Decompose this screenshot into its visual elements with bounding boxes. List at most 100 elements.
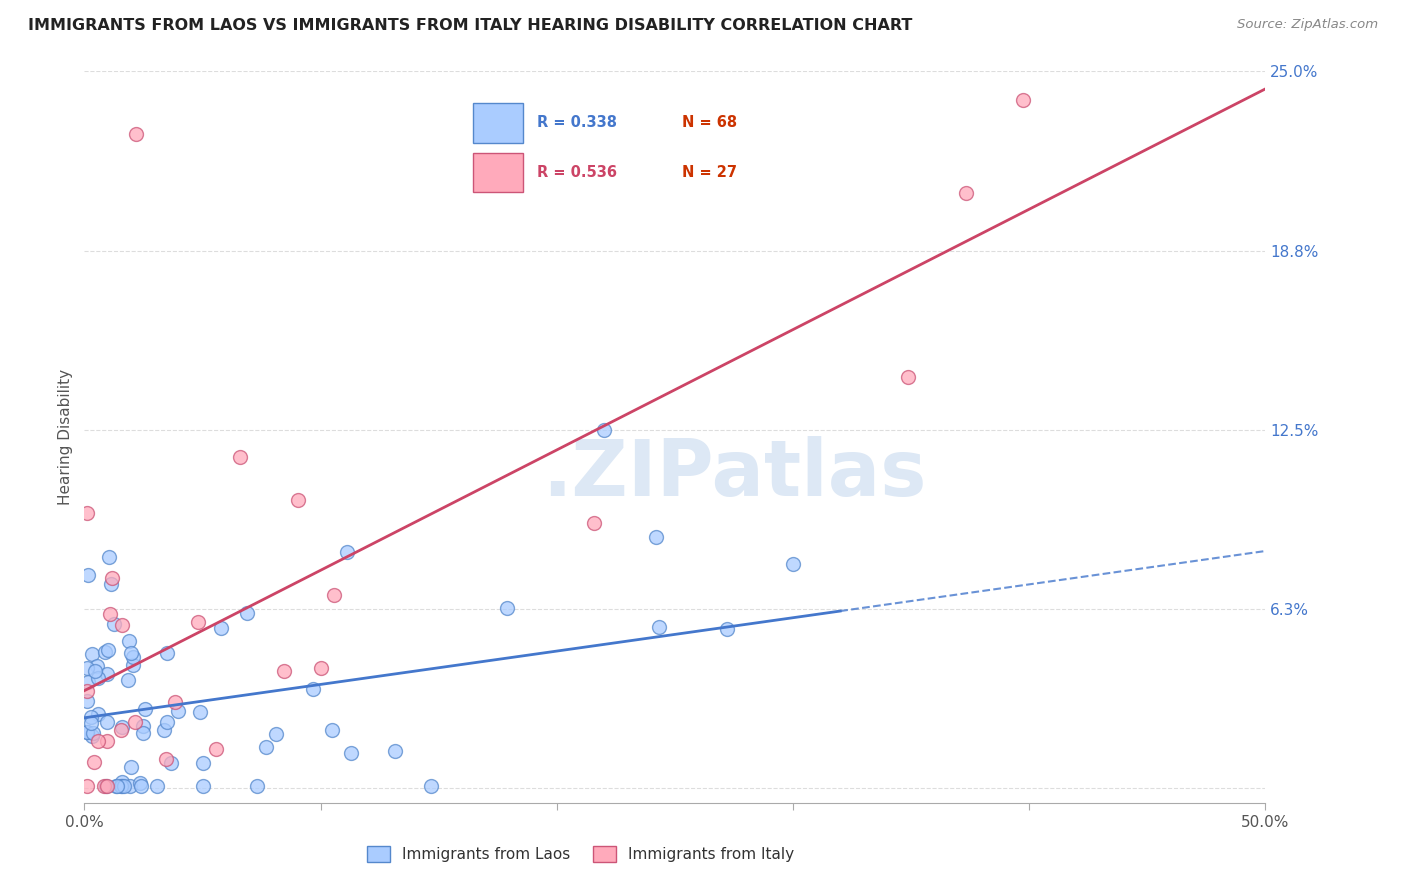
Point	[165, 695, 187, 709]
Point	[384, 744, 406, 758]
Point	[111, 774, 134, 789]
Point	[103, 616, 125, 631]
Point	[76, 684, 98, 698]
Point	[93, 779, 115, 793]
Text: .ZIPatlas: .ZIPatlas	[541, 435, 927, 512]
Point	[94, 779, 117, 793]
Point	[100, 577, 122, 591]
Point	[80, 710, 103, 724]
Point	[153, 723, 176, 737]
Point	[156, 714, 179, 729]
Point	[188, 706, 211, 720]
Point	[96, 715, 118, 730]
Point	[156, 646, 179, 660]
Point	[205, 742, 228, 756]
Point	[76, 661, 98, 675]
Point	[105, 779, 128, 793]
Point	[80, 716, 103, 731]
Point	[96, 779, 118, 793]
Point	[897, 370, 920, 384]
Point	[191, 756, 214, 771]
Point	[321, 723, 343, 737]
Point	[229, 450, 252, 465]
Point	[191, 779, 214, 793]
Point	[118, 633, 141, 648]
Point	[146, 779, 169, 793]
Point	[287, 493, 309, 508]
Point	[1011, 93, 1033, 107]
Point	[76, 725, 98, 739]
Point	[134, 701, 156, 715]
Point	[76, 694, 98, 708]
Point	[124, 715, 146, 730]
Point	[236, 606, 259, 620]
Point	[125, 128, 148, 142]
Point	[120, 647, 142, 661]
Point	[86, 658, 108, 673]
Point	[160, 756, 183, 770]
Point	[167, 704, 190, 718]
Point	[87, 733, 110, 747]
Point	[112, 779, 135, 793]
Point	[648, 620, 671, 634]
Point	[76, 725, 98, 739]
Text: Source: ZipAtlas.com: Source: ZipAtlas.com	[1237, 18, 1378, 31]
Point	[645, 530, 668, 544]
Point	[110, 779, 132, 793]
Point	[593, 423, 616, 437]
Point	[105, 779, 128, 793]
Point	[309, 661, 332, 675]
Point	[716, 622, 738, 636]
Point	[101, 571, 124, 585]
Point	[302, 682, 325, 697]
Point	[118, 779, 141, 793]
Point	[209, 621, 232, 635]
Point	[582, 516, 605, 531]
Point	[76, 779, 98, 793]
Point	[77, 675, 100, 690]
Point	[187, 615, 209, 630]
Point	[955, 186, 977, 200]
Y-axis label: Hearing Disability: Hearing Disability	[58, 369, 73, 505]
Point	[132, 726, 155, 740]
Point	[96, 733, 118, 747]
Point	[111, 720, 134, 734]
Point	[87, 671, 110, 685]
Point	[336, 545, 359, 559]
Point	[83, 755, 105, 769]
Point	[131, 779, 153, 793]
Point	[128, 776, 150, 790]
Point	[98, 607, 121, 621]
Point	[782, 558, 804, 572]
Point	[496, 600, 519, 615]
Point	[264, 727, 287, 741]
Point	[122, 649, 145, 664]
Point	[82, 725, 104, 739]
Point	[132, 719, 155, 733]
Point	[76, 507, 98, 521]
Point	[84, 664, 107, 678]
Point	[96, 666, 118, 681]
Point	[420, 779, 443, 793]
Point	[82, 648, 104, 662]
Point	[80, 729, 103, 743]
Point	[111, 779, 134, 793]
Point	[77, 568, 100, 582]
Point	[94, 645, 117, 659]
Point	[122, 658, 145, 673]
Point	[273, 664, 295, 678]
Point	[87, 707, 110, 722]
Point	[246, 779, 269, 793]
Point	[97, 550, 120, 565]
Legend: Immigrants from Laos, Immigrants from Italy: Immigrants from Laos, Immigrants from It…	[360, 840, 800, 868]
Point	[117, 673, 139, 688]
Point	[254, 740, 277, 755]
Point	[322, 588, 344, 602]
Text: IMMIGRANTS FROM LAOS VS IMMIGRANTS FROM ITALY HEARING DISABILITY CORRELATION CHA: IMMIGRANTS FROM LAOS VS IMMIGRANTS FROM …	[28, 18, 912, 33]
Point	[155, 752, 177, 766]
Point	[340, 746, 363, 760]
Point	[97, 643, 120, 657]
Point	[120, 760, 142, 774]
Point	[110, 723, 132, 738]
Point	[111, 617, 134, 632]
